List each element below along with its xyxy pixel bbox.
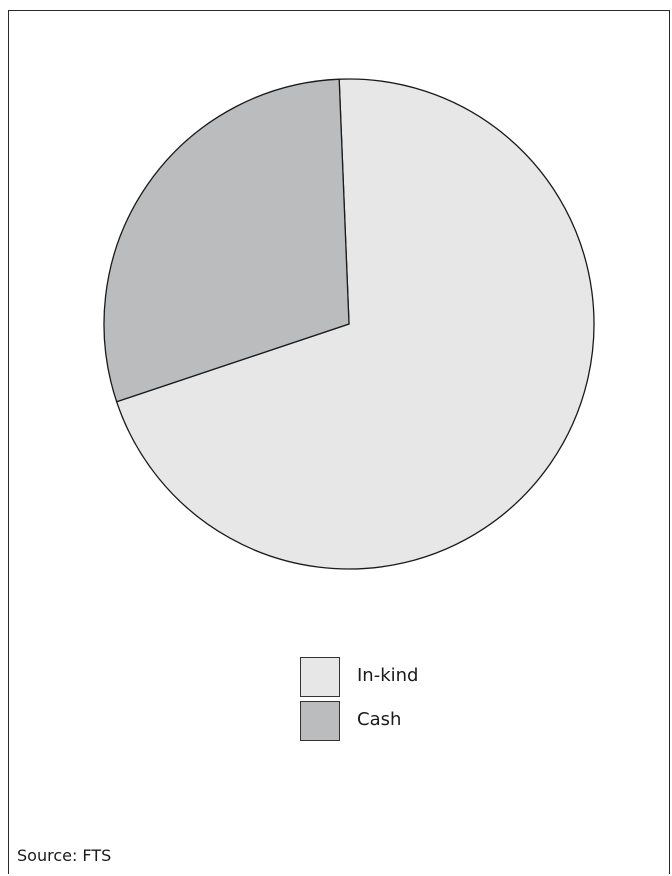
chart-frame	[8, 10, 670, 874]
legend-item-in-kind: In-kind	[300, 657, 500, 701]
source-note: Source: FTS	[17, 846, 112, 865]
legend-label-cash: Cash	[357, 709, 402, 730]
legend: In-kind Cash	[300, 657, 500, 745]
legend-swatch-in-kind	[300, 657, 340, 697]
pie-slice-in-kind	[115, 78, 595, 570]
legend-item-cash: Cash	[300, 701, 500, 745]
legend-label-in-kind: In-kind	[357, 665, 419, 686]
legend-swatch-cash	[300, 701, 340, 741]
pie-slice-cash	[103, 78, 350, 403]
